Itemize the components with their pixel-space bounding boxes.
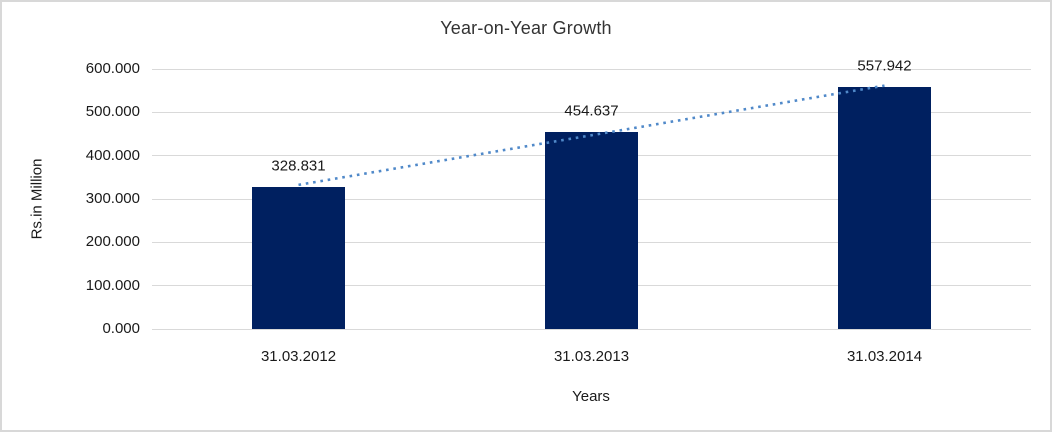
x-tick-label: 31.03.2014 (846, 348, 923, 365)
bar-31.03.2012 (252, 186, 345, 329)
trendline (298, 84, 885, 187)
bar-31.03.2014 (838, 87, 931, 329)
y-tick-label: 400.000 (85, 146, 140, 164)
y-tick-label: 600.000 (85, 60, 140, 77)
y-tick-label: 100.000 (85, 276, 140, 294)
chart-title: Year-on-Year Growth (440, 18, 612, 38)
y-tick-label: 500.000 (85, 103, 140, 121)
y-tick-label: 200.000 (85, 233, 140, 251)
x-tick-label: 31.03.2012 (260, 348, 337, 365)
gridline (152, 68, 1031, 70)
bar-31.03.2013 (545, 132, 638, 329)
gridline (152, 328, 1031, 330)
plot-area: 0.000 100.000 200.000 300.000 400.000 500.000… (86, 58, 1031, 365)
bar-value-label: 454.637 (564, 102, 619, 120)
y-tick-label: 0.000 (102, 320, 140, 337)
gridline (152, 111, 1031, 113)
y-tick-label: 300.000 (85, 190, 140, 207)
x-tick-label: 31.03.2013 (553, 348, 630, 365)
bar-value-label: 557.942 (857, 57, 912, 75)
bar-value-label: 328.831 (271, 157, 326, 174)
x-axis-title: Years (572, 388, 610, 405)
